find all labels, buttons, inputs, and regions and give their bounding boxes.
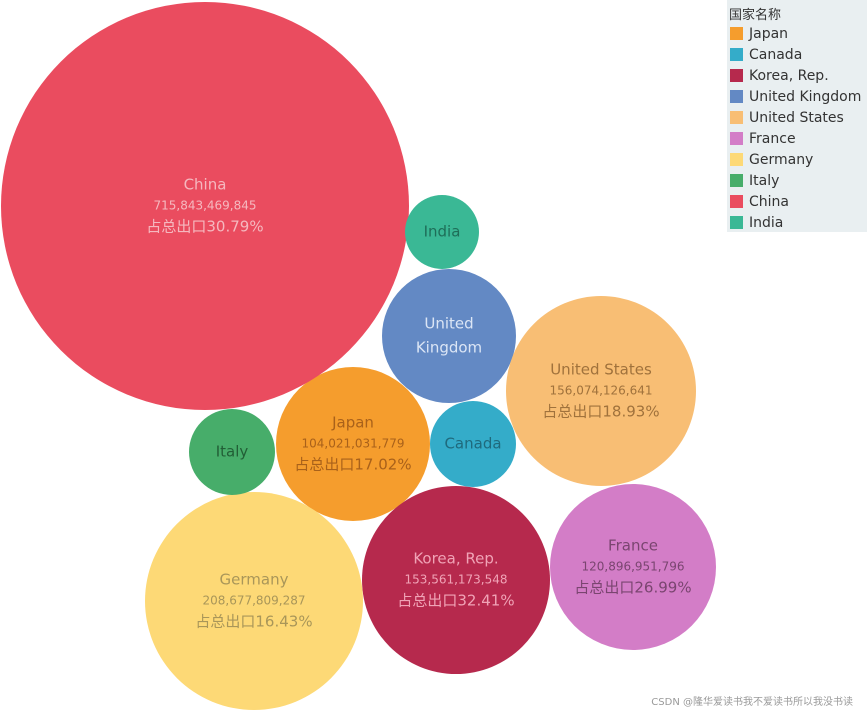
legend-label: India <box>749 214 784 231</box>
bubble-china-name-label: China <box>184 176 227 194</box>
bubble-japan-share-label: 占总出口17.02% <box>294 456 411 474</box>
legend-label: Japan <box>749 25 789 42</box>
bubble-france-name-label: France <box>608 537 658 555</box>
bubble-korea-rep-share-label: 占总出口32.41% <box>397 592 514 610</box>
bubble-italy-name-label: Italy <box>216 443 249 461</box>
legend-swatch <box>730 174 743 187</box>
legend-item-india[interactable]: India <box>727 212 867 233</box>
bubble-canada-name-label: Canada <box>444 435 501 453</box>
bubble-united-states[interactable] <box>506 296 696 486</box>
legend-label: France <box>749 130 796 147</box>
legend-label: Germany <box>749 151 814 168</box>
bubble-korea-rep[interactable] <box>362 486 550 674</box>
bubble-united-states-share-label: 占总出口18.93% <box>542 403 659 421</box>
bubble-china-share-label: 占总出口30.79% <box>146 218 263 236</box>
legend-item-korea-rep[interactable]: Korea, Rep. <box>727 65 867 86</box>
legend-swatch <box>730 216 743 229</box>
bubble-germany[interactable] <box>145 492 363 710</box>
bubble-france-value-label: 120,896,951,796 <box>581 560 684 574</box>
bubble-india-name-label: India <box>424 223 461 241</box>
bubble-germany-share-label: 占总出口16.43% <box>195 613 312 631</box>
legend-label: United Kingdom <box>749 88 862 105</box>
legend-item-france[interactable]: France <box>727 128 867 149</box>
legend-label: United States <box>749 109 844 126</box>
legend-label: China <box>749 193 789 210</box>
legend-label: Canada <box>749 46 803 63</box>
legend-label: Italy <box>749 172 780 189</box>
legend-item-italy[interactable]: Italy <box>727 170 867 191</box>
legend-item-canada[interactable]: Canada <box>727 44 867 65</box>
legend-item-germany[interactable]: Germany <box>727 149 867 170</box>
legend-swatch <box>730 111 743 124</box>
legend-swatch <box>730 48 743 61</box>
bubble-japan-name-label: Japan <box>331 414 374 432</box>
bubble-united-kingdom[interactable] <box>382 269 516 403</box>
legend-swatch <box>730 69 743 82</box>
legend-item-united-kingdom[interactable]: United Kingdom <box>727 86 867 107</box>
bubble-italy[interactable] <box>189 409 275 495</box>
bubble-france[interactable] <box>550 484 716 650</box>
bubble-japan[interactable] <box>276 367 430 521</box>
bubble-united-kingdom-name-label: United <box>424 315 473 333</box>
legend-swatch <box>730 27 743 40</box>
bubble-germany-name-label: Germany <box>220 571 289 589</box>
bubble-korea-rep-name-label: Korea, Rep. <box>413 550 498 568</box>
legend-swatch <box>730 195 743 208</box>
bubble-france-share-label: 占总出口26.99% <box>574 579 691 597</box>
legend-label: Korea, Rep. <box>749 67 829 84</box>
bubble-india[interactable] <box>405 195 479 269</box>
bubble-japan-value-label: 104,021,031,779 <box>301 437 404 451</box>
watermark: CSDN @隆华爱读书我不爱读书所以我没书读 <box>651 697 853 708</box>
bubble-korea-rep-value-label: 153,561,173,548 <box>404 573 507 587</box>
bubble-united-states-name-label: United States <box>550 361 652 379</box>
legend-swatch <box>730 153 743 166</box>
bubble-china-value-label: 715,843,469,845 <box>153 199 256 213</box>
legend: 国家名称 Japan Canada Korea, Rep. United Kingdo… <box>727 0 867 232</box>
legend-item-japan[interactable]: Japan <box>727 23 867 44</box>
legend-swatch <box>730 132 743 145</box>
bubble-germany-value-label: 208,677,809,287 <box>202 594 305 608</box>
legend-items: Japan Canada Korea, Rep. United Kingdom Unit… <box>727 23 867 233</box>
bubble-china[interactable] <box>1 2 409 410</box>
legend-item-united-states[interactable]: United States <box>727 107 867 128</box>
bubble-united-kingdom-name-label: Kingdom <box>416 339 482 357</box>
bubble-canada[interactable] <box>430 401 516 487</box>
legend-item-china[interactable]: China <box>727 191 867 212</box>
legend-title: 国家名称 <box>729 8 782 23</box>
bubble-united-states-value-label: 156,074,126,641 <box>549 384 652 398</box>
legend-swatch <box>730 90 743 103</box>
